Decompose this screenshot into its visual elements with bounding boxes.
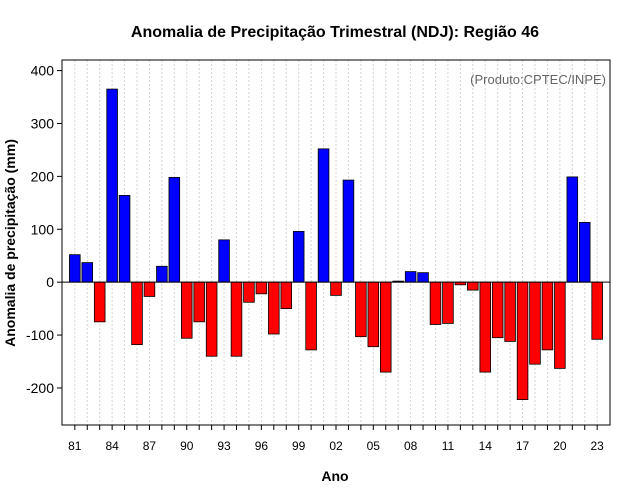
y-tick-label: 200 (31, 168, 55, 184)
bar-1999 (292, 230, 305, 283)
x-tick-label: 05 (367, 439, 381, 453)
y-tick-label: -200 (26, 380, 54, 396)
bar-2002 (330, 281, 342, 296)
bar-1984 (106, 88, 118, 283)
chart-title: Anomalia de Precipitação Trimestral (NDJ… (131, 24, 539, 41)
y-tick-label: 400 (31, 63, 55, 79)
bar-1981 (69, 254, 81, 283)
bar-1997 (268, 281, 280, 335)
bar-2003 (342, 179, 355, 283)
bar-2019 (541, 281, 554, 351)
y-tick-label: -100 (26, 327, 54, 343)
bar-1986 (131, 281, 143, 345)
x-tick-label: 17 (516, 439, 530, 453)
bar-1998 (280, 281, 292, 310)
bar-1993 (218, 239, 230, 283)
bar-2021 (566, 176, 579, 283)
x-tick-label: 23 (591, 439, 605, 453)
bar-1983 (93, 281, 106, 323)
bar-2015 (491, 281, 504, 339)
bar-1994 (230, 281, 243, 357)
bar-2013 (467, 281, 479, 291)
bar-1987 (143, 281, 156, 297)
bar-2020 (554, 281, 566, 369)
y-tick-label: 0 (46, 274, 54, 290)
bar-2014 (479, 281, 491, 373)
bar-2010 (429, 281, 442, 325)
bar-1995 (243, 281, 255, 303)
bar-1991 (193, 281, 205, 323)
x-tick-label: 81 (68, 439, 82, 453)
bar-1985 (118, 195, 131, 283)
bar-1989 (168, 177, 181, 283)
x-tick-label: 90 (180, 439, 194, 453)
bar-1992 (205, 281, 218, 357)
y-tick-label: 100 (31, 221, 55, 237)
bar-2008 (404, 271, 417, 283)
bar-1990 (181, 281, 193, 339)
bar-2006 (379, 281, 392, 373)
x-tick-label: 87 (143, 439, 157, 453)
bar-2018 (529, 281, 541, 365)
x-tick-label: 93 (217, 439, 231, 453)
bar-2023 (591, 281, 603, 340)
bar-2011 (442, 281, 454, 324)
bar-2000 (305, 281, 317, 351)
source-note: (Produto:CPTEC/INPE) (470, 72, 606, 87)
x-tick-label: 99 (292, 439, 306, 453)
bars-group (69, 88, 603, 401)
bar-2001 (317, 148, 330, 283)
x-tick-label: 02 (329, 439, 343, 453)
bar-2022 (579, 221, 591, 283)
x-tick-label: 14 (479, 439, 493, 453)
bar-2016 (504, 281, 516, 342)
bar-2005 (367, 281, 380, 348)
x-tick-label: 11 (442, 439, 455, 453)
x-axis: 81 84 87 90 93 96 99 02 05 08 11 14 17 20 23 (68, 425, 604, 453)
bar-1982 (81, 262, 94, 283)
x-tick-label: 20 (553, 439, 567, 453)
bar-2009 (417, 272, 429, 283)
y-axis-label: Anomalia de precipitação (mm) (2, 139, 18, 347)
bar-2017 (516, 281, 529, 401)
x-tick-label: 84 (105, 439, 119, 453)
x-axis-label: Ano (321, 468, 348, 484)
bar-2004 (355, 281, 367, 338)
bar-1988 (156, 265, 168, 283)
y-tick-label: 300 (31, 115, 55, 131)
y-axis: -200 -100 0 100 200 300 400 (26, 63, 62, 396)
x-tick-label: 96 (255, 439, 269, 453)
x-tick-label: 08 (404, 439, 418, 453)
bar-1996 (255, 281, 268, 295)
